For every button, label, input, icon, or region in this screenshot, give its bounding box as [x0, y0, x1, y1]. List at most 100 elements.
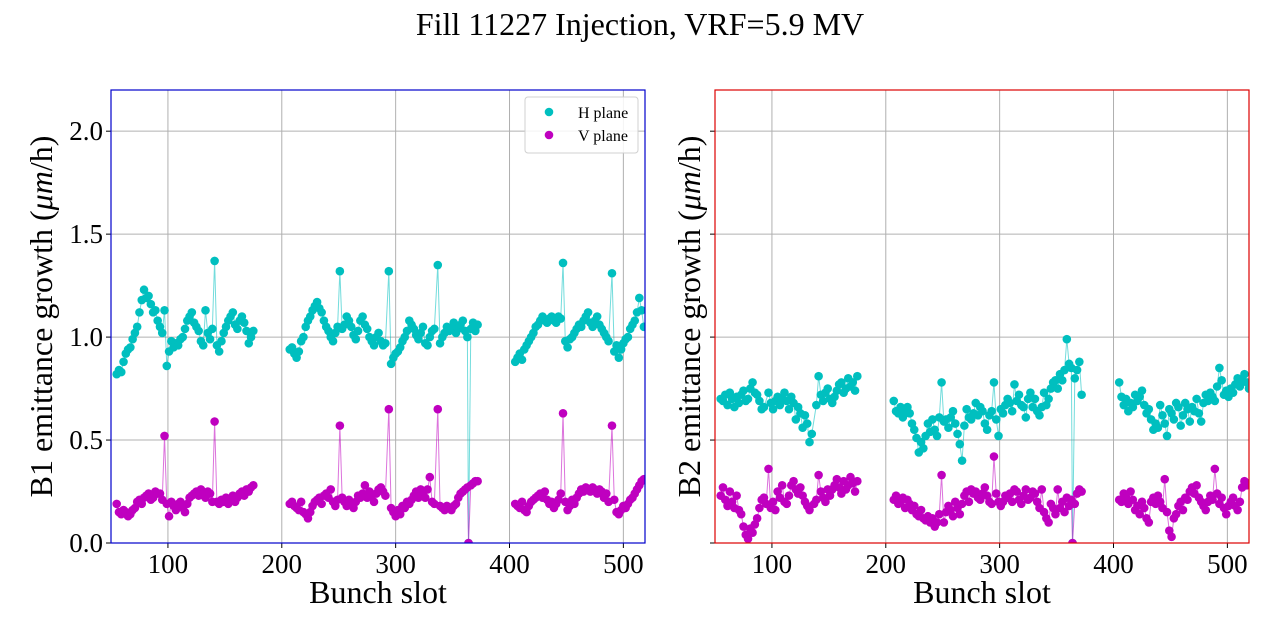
- data-point-h-plane: [748, 378, 757, 387]
- data-point-h-plane: [556, 314, 566, 323]
- data-point-h-plane: [818, 396, 828, 406]
- data-point-h-plane: [228, 308, 238, 317]
- x-tick-label: 400: [489, 549, 530, 579]
- data-point-h-plane: [1210, 396, 1220, 406]
- legend-label: V plane: [578, 128, 628, 145]
- data-point-v-plane: [891, 491, 901, 500]
- data-point-h-plane: [144, 291, 153, 301]
- data-point-v-plane: [420, 493, 430, 503]
- data-point-v-plane: [335, 421, 345, 430]
- data-point-v-plane: [932, 518, 942, 527]
- data-point-h-plane: [1217, 376, 1226, 385]
- data-point-h-plane: [146, 299, 156, 309]
- data-point-v-plane: [381, 491, 390, 500]
- data-point-v-plane: [748, 528, 757, 538]
- data-point-h-plane: [948, 406, 958, 416]
- data-point-h-plane: [1062, 334, 1072, 344]
- data-point-h-plane: [1039, 388, 1049, 397]
- data-point-v-plane: [814, 470, 823, 480]
- data-point-v-plane: [1201, 505, 1211, 515]
- data-point-h-plane: [353, 326, 363, 336]
- data-point-v-plane: [112, 499, 121, 509]
- data-point-v-plane: [1208, 495, 1217, 505]
- data-point-v-plane: [909, 501, 919, 511]
- data-point-h-plane: [909, 425, 919, 435]
- data-point-h-plane: [1014, 390, 1024, 400]
- data-point-h-plane: [119, 357, 128, 367]
- data-point-h-plane: [1155, 400, 1165, 410]
- data-point-h-plane: [987, 406, 996, 416]
- data-point-h-plane: [1077, 390, 1086, 400]
- data-point-v-plane: [789, 476, 798, 486]
- data-point-h-plane: [982, 425, 992, 435]
- data-point-h-plane: [126, 343, 135, 352]
- series-line-v-plane: [289, 409, 478, 543]
- data-point-h-plane: [430, 324, 439, 334]
- data-point-h-plane: [384, 266, 394, 276]
- data-point-h-plane: [402, 326, 412, 336]
- data-point-h-plane: [957, 456, 967, 465]
- data-point-h-plane: [978, 406, 987, 416]
- data-point-h-plane: [743, 394, 753, 404]
- data-point-h-plane: [369, 341, 379, 350]
- data-point-v-plane: [853, 476, 862, 486]
- data-point-h-plane: [739, 386, 748, 395]
- data-point-h-plane: [614, 353, 624, 362]
- data-point-h-plane: [423, 341, 432, 350]
- data-point-v-plane: [1192, 481, 1201, 490]
- data-point-v-plane: [1244, 478, 1249, 488]
- data-point-v-plane: [736, 509, 746, 519]
- data-point-v-plane: [916, 505, 926, 515]
- data-point-v-plane: [607, 421, 617, 430]
- data-point-v-plane: [1128, 495, 1138, 505]
- data-point-h-plane: [950, 419, 960, 428]
- data-point-h-plane: [1242, 378, 1249, 387]
- data-point-h-plane: [850, 386, 860, 395]
- data-point-h-plane: [187, 308, 197, 317]
- data-point-h-plane: [755, 396, 764, 406]
- data-point-v-plane: [601, 489, 611, 498]
- data-point-h-plane: [639, 322, 645, 332]
- data-point-v-plane: [991, 489, 1001, 498]
- data-point-h-plane: [1162, 431, 1172, 441]
- data-point-h-plane: [362, 324, 372, 334]
- data-point-v-plane: [1135, 509, 1144, 519]
- data-point-v-plane: [1139, 503, 1149, 513]
- data-point-v-plane: [1007, 497, 1017, 507]
- data-point-v-plane: [1070, 499, 1080, 509]
- data-point-h-plane: [1026, 388, 1035, 397]
- data-point-h-plane: [919, 443, 928, 453]
- data-point-h-plane: [955, 439, 965, 449]
- data-point-v-plane: [768, 497, 778, 507]
- data-point-h-plane: [780, 388, 789, 397]
- data-point-v-plane: [556, 489, 566, 498]
- data-point-v-plane: [1178, 505, 1188, 515]
- data-point-h-plane: [1072, 365, 1082, 375]
- data-point-v-plane: [777, 481, 787, 490]
- data-point-h-plane: [151, 306, 160, 315]
- data-point-h-plane: [1053, 384, 1063, 393]
- data-point-h-plane: [205, 334, 215, 344]
- data-point-h-plane: [473, 320, 482, 330]
- data-point-h-plane: [791, 415, 801, 424]
- data-point-v-plane: [558, 408, 568, 418]
- data-point-h-plane: [249, 326, 258, 336]
- data-point-h-plane: [932, 431, 942, 441]
- data-point-h-plane: [558, 258, 568, 268]
- data-point-v-plane: [369, 497, 379, 507]
- legend: H plane V plane: [524, 96, 639, 154]
- data-point-v-plane: [1171, 509, 1181, 519]
- data-point-v-plane: [784, 491, 794, 500]
- data-point-v-plane: [1060, 507, 1069, 517]
- data-point-h-plane: [800, 411, 810, 420]
- x-axis-label: Bunch slot: [913, 574, 1051, 610]
- data-point-h-plane: [1114, 378, 1124, 387]
- data-point-h-plane: [116, 367, 126, 377]
- data-point-v-plane: [743, 534, 753, 543]
- data-point-h-plane: [998, 408, 1008, 418]
- data-point-h-plane: [1196, 417, 1206, 426]
- data-point-v-plane: [812, 495, 821, 505]
- data-point-v-plane: [1030, 489, 1040, 498]
- data-point-v-plane: [423, 485, 432, 494]
